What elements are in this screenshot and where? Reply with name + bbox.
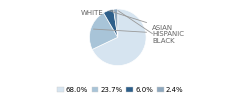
Text: HISPANIC: HISPANIC <box>93 29 184 36</box>
Text: WHITE: WHITE <box>80 10 114 16</box>
Wedge shape <box>92 9 146 66</box>
Wedge shape <box>103 9 118 37</box>
Text: ASIAN: ASIAN <box>111 11 173 31</box>
Wedge shape <box>114 9 118 37</box>
Legend: 68.0%, 23.7%, 6.0%, 2.4%: 68.0%, 23.7%, 6.0%, 2.4% <box>54 84 186 96</box>
Text: BLACK: BLACK <box>118 11 175 44</box>
Wedge shape <box>90 13 118 49</box>
